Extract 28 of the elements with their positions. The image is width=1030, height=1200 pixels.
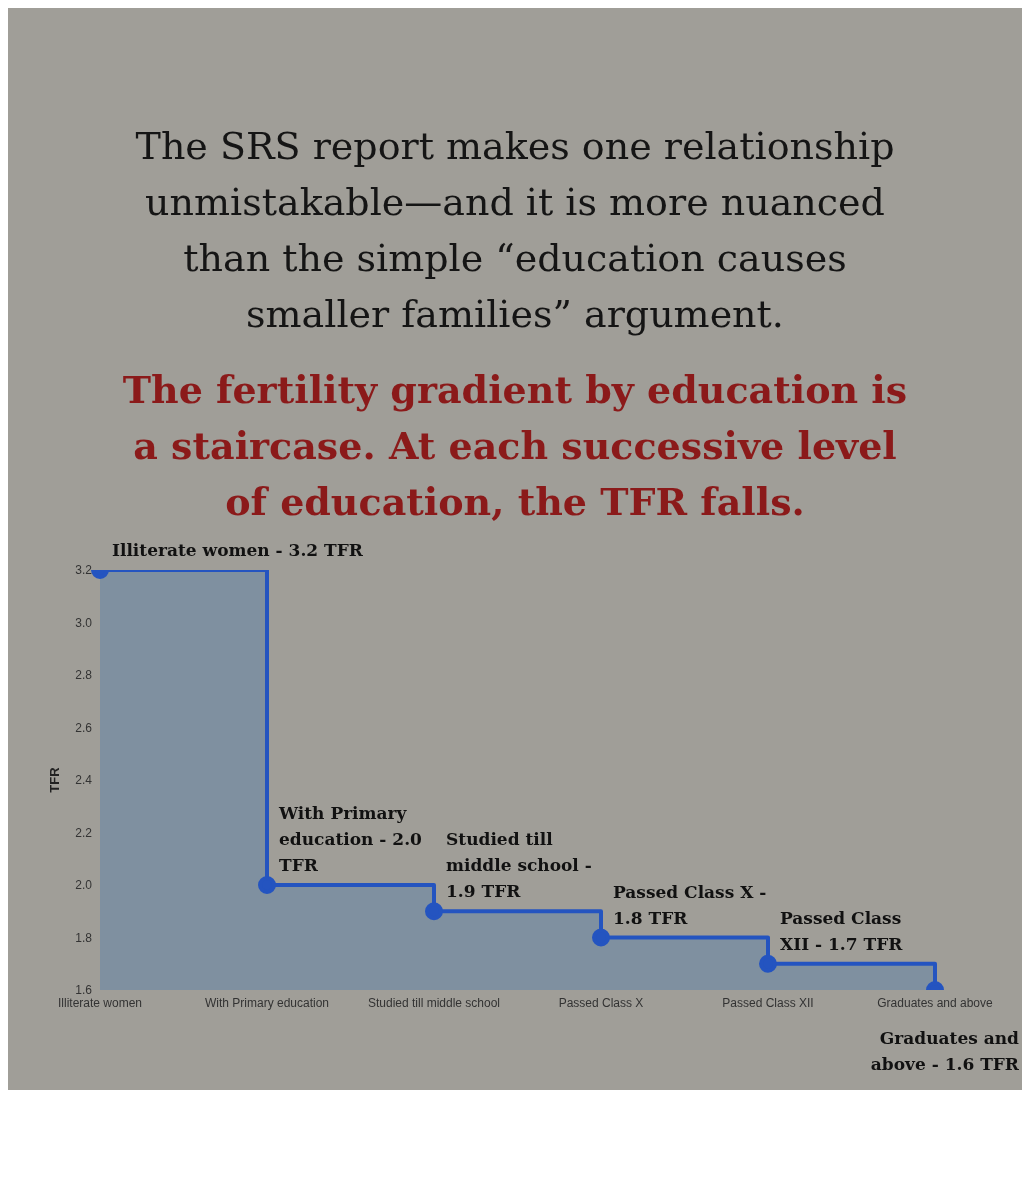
annotation: Studied till middle school - 1.9 TFR	[446, 829, 592, 902]
x-tick-label: Illiterate women	[57, 995, 143, 1010]
y-tick-label: 2.2	[75, 825, 93, 840]
y-tick-label: 1.8	[75, 930, 93, 945]
y-tick-label: 2.8	[75, 668, 93, 683]
annotation: Passed Class XII - 1.7 TFR	[780, 907, 904, 954]
point	[759, 954, 777, 973]
y-tick-label: 2.6	[75, 720, 93, 735]
annotation: Graduates and above - 1.6 TFR	[870, 1028, 1020, 1074]
point	[592, 928, 610, 947]
x-tick-label: Studied till middle school	[367, 995, 501, 1010]
x-tick-label: Passed Class X	[558, 995, 644, 1010]
chart-title: The SRS report makes one relationship unmistakable—and it is more nuanced than the simple “education causes smaller families” argument.	[134, 123, 896, 338]
x-tick-label: Graduates and above	[877, 995, 994, 1010]
annotation: With Primary education - 2.0 TFR	[278, 803, 423, 875]
y-tick-label: 2.0	[75, 878, 93, 893]
x-tick-label: With Primary education	[204, 995, 330, 1010]
annotation: Illiterate women - 3.2 TFR	[112, 540, 364, 560]
y-tick-label: 1.6	[75, 983, 93, 998]
y-axis-title: TFR	[46, 766, 62, 793]
y-tick-label: 2.4	[75, 773, 93, 788]
annotation: Passed Class X - 1.8 TFR	[613, 881, 767, 928]
x-tick-label: Passed Class XII	[722, 995, 814, 1010]
y-tick-label: 3.0	[75, 615, 93, 630]
chart-subtitle: The fertility gradient by education is a staircase. At each successive level of education, the TFR falls.	[121, 366, 909, 526]
point	[258, 876, 276, 894]
y-tick-label: 3.2	[75, 563, 93, 578]
point	[425, 902, 443, 921]
